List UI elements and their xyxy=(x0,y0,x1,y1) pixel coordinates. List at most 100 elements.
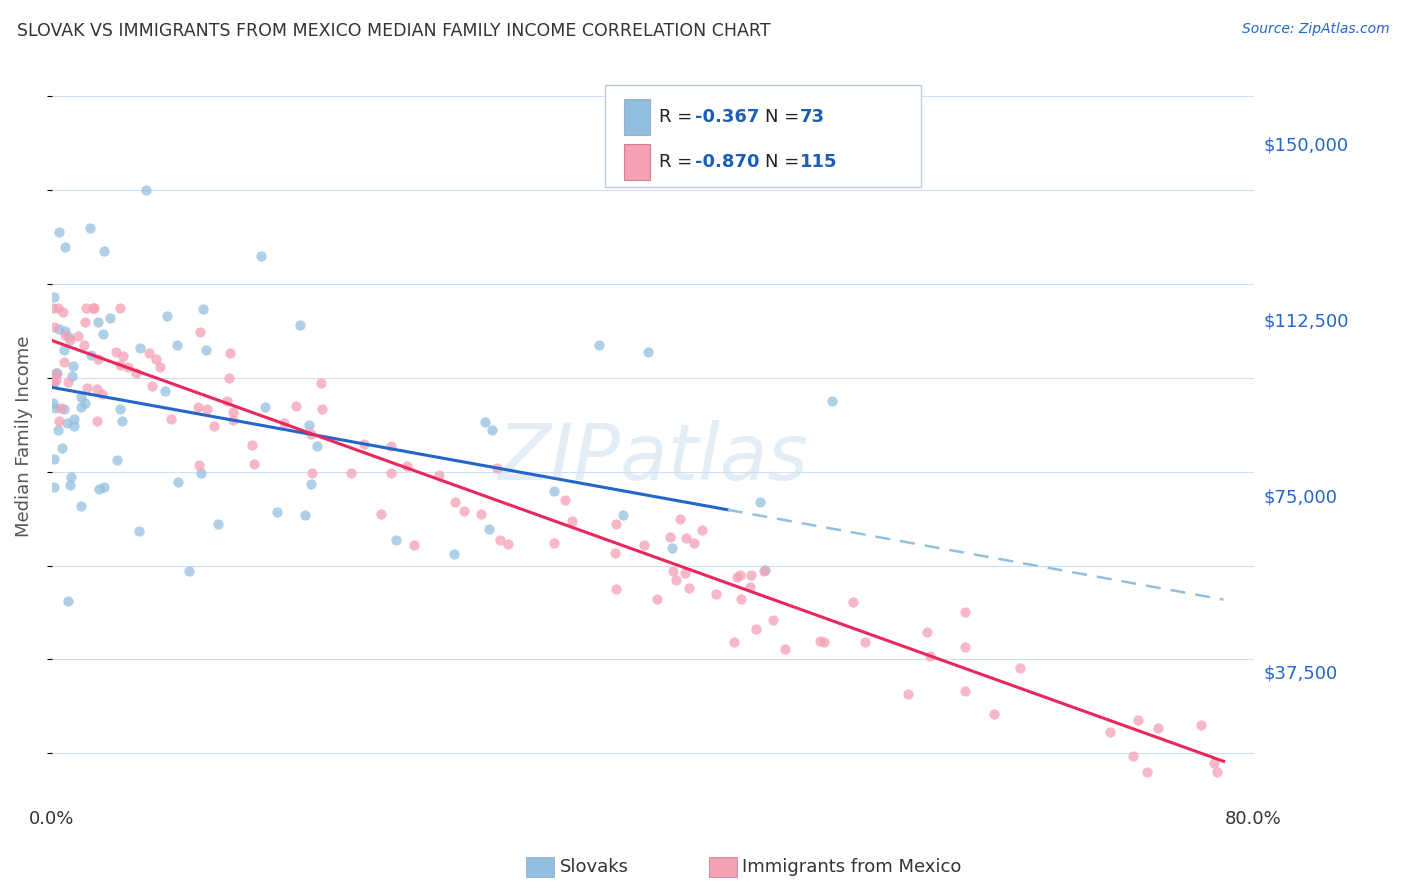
Point xyxy=(918,649,941,664)
Point xyxy=(59,477,82,491)
Point xyxy=(108,301,131,315)
Point xyxy=(725,570,748,584)
Point xyxy=(443,547,465,561)
Point xyxy=(59,470,82,484)
Point xyxy=(222,412,245,426)
Point xyxy=(46,366,69,380)
Point xyxy=(1122,749,1144,764)
Point xyxy=(543,483,565,498)
Point xyxy=(690,523,713,537)
Point xyxy=(76,381,98,395)
Point xyxy=(1202,756,1225,771)
Point xyxy=(104,345,127,359)
Point xyxy=(44,480,66,494)
Text: -0.870: -0.870 xyxy=(695,153,759,171)
Point xyxy=(474,415,496,429)
Text: ZIPatlas: ZIPatlas xyxy=(498,420,808,497)
Point xyxy=(243,457,266,471)
Point xyxy=(307,439,329,453)
Point xyxy=(612,508,634,523)
Point xyxy=(46,301,69,315)
Point xyxy=(159,411,181,425)
Point xyxy=(752,564,775,578)
Point xyxy=(588,338,610,352)
Point xyxy=(662,564,685,578)
Point xyxy=(48,225,70,239)
Point xyxy=(138,346,160,360)
Point xyxy=(453,504,475,518)
Point xyxy=(380,439,402,453)
Point xyxy=(55,416,77,430)
Point xyxy=(62,359,84,373)
Point xyxy=(749,494,772,508)
Text: -0.367: -0.367 xyxy=(695,108,759,127)
Point xyxy=(111,414,134,428)
Point xyxy=(299,427,322,442)
Point xyxy=(740,568,762,582)
Point xyxy=(70,500,93,514)
Point xyxy=(52,355,75,369)
Point xyxy=(177,564,200,578)
Point xyxy=(91,386,114,401)
Text: Immigrants from Mexico: Immigrants from Mexico xyxy=(742,858,962,876)
Text: 73: 73 xyxy=(800,108,825,127)
Point xyxy=(45,367,67,381)
Point xyxy=(339,467,361,481)
Point xyxy=(53,343,76,357)
Point xyxy=(404,538,426,552)
Point xyxy=(63,418,86,433)
Point xyxy=(915,625,938,640)
Point xyxy=(87,352,110,367)
Point xyxy=(380,466,402,480)
Point xyxy=(730,568,752,582)
Point xyxy=(128,524,150,539)
Point xyxy=(853,635,876,649)
Point xyxy=(108,358,131,372)
Point xyxy=(70,390,93,404)
Point xyxy=(222,404,245,418)
Point xyxy=(56,376,79,390)
Text: R =: R = xyxy=(659,153,699,171)
Text: SLOVAK VS IMMIGRANTS FROM MEXICO MEDIAN FAMILY INCOME CORRELATION CHART: SLOVAK VS IMMIGRANTS FROM MEXICO MEDIAN … xyxy=(17,22,770,40)
Point xyxy=(48,322,70,336)
Point xyxy=(353,436,375,450)
Point xyxy=(135,183,157,197)
Point xyxy=(42,451,65,466)
Point xyxy=(288,318,311,333)
Point xyxy=(395,458,418,473)
Point xyxy=(141,379,163,393)
Point xyxy=(108,402,131,417)
Point xyxy=(254,400,277,414)
Point xyxy=(219,346,242,360)
Point xyxy=(75,301,97,315)
Point xyxy=(273,416,295,430)
Point xyxy=(87,482,110,496)
Point xyxy=(285,399,308,413)
Point xyxy=(665,573,688,587)
Point xyxy=(955,684,977,698)
Point xyxy=(1128,713,1150,727)
Point xyxy=(754,563,776,577)
Point xyxy=(44,374,66,388)
Point xyxy=(44,320,66,334)
Point xyxy=(86,382,108,396)
Y-axis label: Median Family Income: Median Family Income xyxy=(15,336,32,537)
Point xyxy=(48,414,70,428)
Point xyxy=(79,220,101,235)
Point xyxy=(66,328,89,343)
Point xyxy=(983,706,1005,721)
Point xyxy=(42,376,65,391)
Point xyxy=(52,402,75,417)
Point xyxy=(554,493,576,508)
Point xyxy=(841,595,863,609)
Point xyxy=(42,301,65,315)
Point xyxy=(485,461,508,475)
Point xyxy=(129,341,152,355)
Point xyxy=(1147,721,1170,735)
Point xyxy=(294,508,316,522)
Point xyxy=(605,517,627,532)
Text: 115: 115 xyxy=(800,153,838,171)
Point xyxy=(166,338,188,352)
Point xyxy=(444,495,467,509)
Point xyxy=(166,475,188,490)
